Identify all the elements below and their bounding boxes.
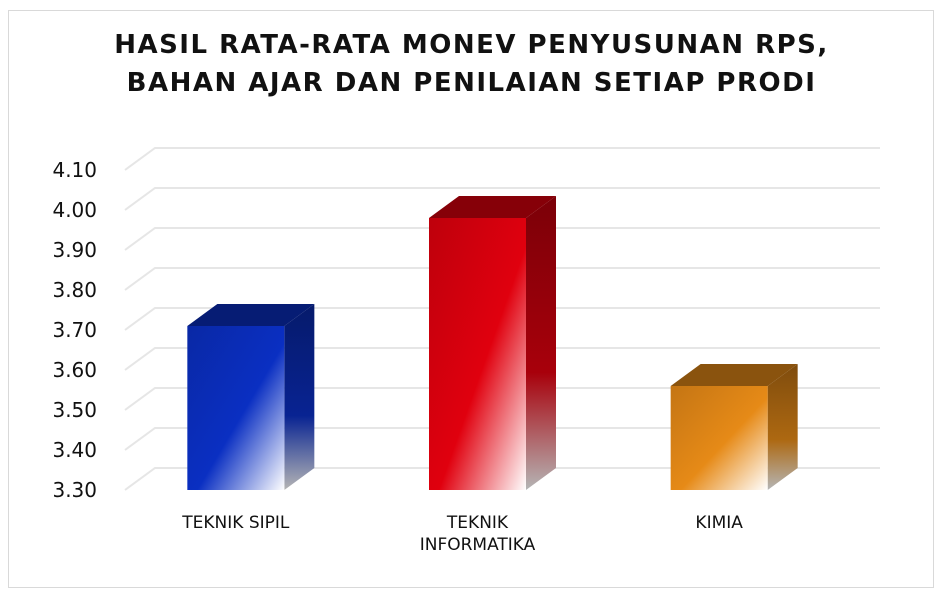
y-tick-label: 3.40 [52, 438, 97, 462]
x-category-label: TEKNIK INFORMATIKA [420, 513, 536, 555]
gridline [124, 347, 880, 371]
chart-title-line-2: BAHAN AJAR DAN PENILAIAN SETIAP PRODI [126, 68, 817, 98]
y-tick-label: 3.70 [52, 318, 97, 342]
y-axis-ticks: 3.30 3.40 3.50 3.60 3.70 3.80 3.90 4.00 4.10 [52, 158, 97, 502]
y-tick-label: 3.80 [52, 278, 97, 302]
gridline [124, 187, 880, 211]
y-tick-label: 3.30 [52, 478, 97, 502]
bar [187, 304, 315, 490]
bar [429, 196, 556, 490]
bar-front [187, 326, 285, 490]
gridline [124, 467, 880, 491]
bar-front [429, 218, 526, 490]
bar-top [670, 364, 798, 386]
bar-side [284, 304, 315, 490]
chart-title: HASIL RATA-RATA MONEV PENYUSUNAN RPS, BA… [0, 26, 943, 102]
bar-top [187, 304, 315, 326]
gridline [124, 267, 880, 291]
bar-top [429, 196, 556, 218]
gridline [124, 307, 880, 331]
bar [670, 364, 798, 490]
y-tick-label: 3.50 [52, 398, 97, 422]
x-category-label: KIMIA [695, 513, 743, 533]
y-tick-label: 4.10 [52, 158, 97, 182]
x-category-label: TEKNIK SIPIL [181, 513, 290, 533]
chart-title-line-1: HASIL RATA-RATA MONEV PENYUSUNAN RPS, [114, 30, 829, 60]
y-tick-label: 3.60 [52, 358, 97, 382]
y-tick-label: 4.00 [52, 198, 97, 222]
bar-front [670, 386, 768, 490]
gridlines [124, 147, 880, 491]
y-tick-label: 3.90 [52, 238, 97, 262]
gridline [124, 227, 880, 251]
bar-side [526, 196, 556, 490]
gridline [124, 387, 880, 411]
gridline [124, 427, 880, 451]
bar-side [767, 364, 798, 490]
bars [187, 196, 798, 490]
x-axis-categories: TEKNIK SIPIL TEKNIK INFORMATIKA KIMIA [181, 513, 743, 555]
gridline [124, 147, 880, 171]
